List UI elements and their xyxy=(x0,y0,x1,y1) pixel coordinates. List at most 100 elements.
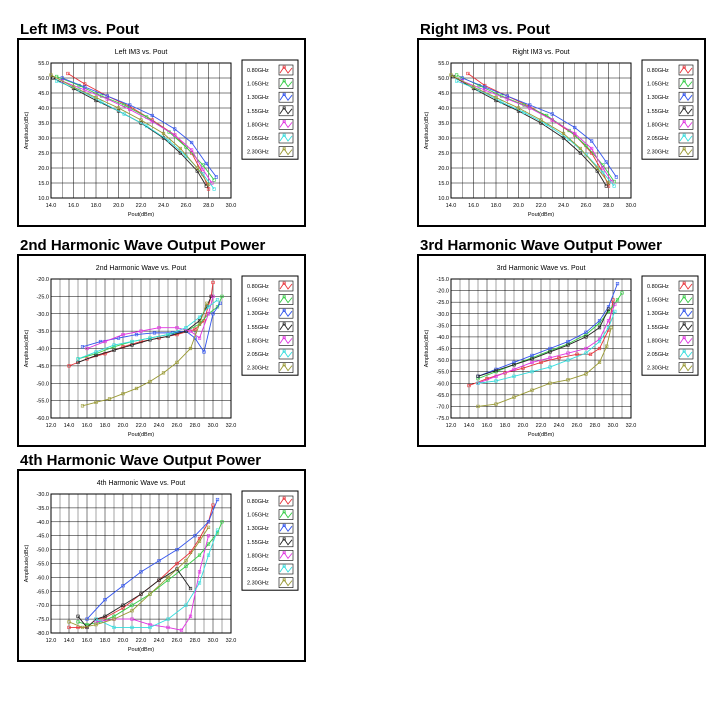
y-tick-label: 40.0 xyxy=(438,106,449,112)
data-point xyxy=(512,395,516,399)
y-tick-label: 10.0 xyxy=(438,196,449,202)
data-point xyxy=(584,152,588,157)
y-tick-label: 55.0 xyxy=(438,61,449,67)
data-point xyxy=(205,301,209,305)
y-tick-label: 35.0 xyxy=(38,121,49,127)
data-point xyxy=(190,140,194,145)
y-tick-label: 30.0 xyxy=(438,136,449,142)
chart-panel-4th-harmonic: 4th Harmonic Wave vs. Pout 12.0 14.0 16.0 18… xyxy=(17,469,306,662)
data-point xyxy=(615,298,620,302)
data-point xyxy=(512,367,516,371)
x-tick-label: 26.0 xyxy=(581,203,592,209)
data-point xyxy=(67,364,71,368)
legend-swatch-line xyxy=(679,134,693,142)
data-point xyxy=(121,603,125,607)
chart-svg: Right IM3 vs. Pout 14.0 16.0 18.0 20.0 22.0 24… xyxy=(424,49,699,218)
data-point xyxy=(116,106,121,110)
data-point xyxy=(76,357,80,361)
data-point xyxy=(512,374,516,378)
legend-label: 1.05GHz xyxy=(247,513,269,519)
x-tick-label: 32.0 xyxy=(226,423,237,429)
chart-panel-left-im3: Left IM3 vs. Pout 14.0 16.0 18.0 20.0 22.0 24.… xyxy=(17,38,306,227)
data-point xyxy=(210,181,214,185)
series-line-1.55GHz xyxy=(477,308,609,377)
data-point xyxy=(175,567,179,571)
data-point xyxy=(188,586,193,591)
data-point xyxy=(566,358,570,362)
data-point xyxy=(139,329,143,333)
legend-swatch-line xyxy=(279,497,293,505)
x-tick-label: 32.0 xyxy=(626,423,637,429)
x-tick-label: 16.0 xyxy=(82,423,93,429)
legend-label: 1.55GHz xyxy=(247,109,269,115)
data-point xyxy=(201,167,205,172)
series-line-1.80GHz xyxy=(62,80,213,184)
data-point xyxy=(161,131,166,136)
y-tick-label: -55.0 xyxy=(36,399,49,405)
y-tick-label: -25.0 xyxy=(436,300,449,306)
data-point xyxy=(566,378,570,382)
y-tick-label: -20.0 xyxy=(436,289,449,295)
data-point xyxy=(122,103,126,107)
data-point xyxy=(613,302,617,307)
x-tick-label: 26.0 xyxy=(181,203,192,209)
data-point xyxy=(505,97,509,101)
x-tick-label: 14.0 xyxy=(46,203,57,209)
chart-title: 2nd Harmonic Wave vs. Pout xyxy=(96,265,186,272)
legend-swatch-marker xyxy=(282,496,286,500)
x-axis-label: Pout(dBm) xyxy=(128,212,154,218)
legend-swatch-marker xyxy=(682,120,686,124)
series-line-2.05GHz xyxy=(95,529,218,628)
legend-swatch-line xyxy=(679,147,693,156)
legend-label: 1.55GHz xyxy=(247,325,269,331)
data-point xyxy=(184,145,188,149)
y-axis-label: Amplitude(dBc) xyxy=(24,545,30,583)
legend-swatch-line xyxy=(279,510,293,519)
data-point xyxy=(139,570,143,574)
series-line-2.05GHz xyxy=(477,311,616,384)
data-point xyxy=(188,346,193,351)
y-tick-label: -45.0 xyxy=(36,534,49,540)
x-tick-label: 26.0 xyxy=(172,638,183,644)
data-point xyxy=(161,371,166,375)
data-point xyxy=(201,163,205,167)
y-tick-label: 45.0 xyxy=(438,91,449,97)
legend-swatch-marker xyxy=(682,147,686,151)
legend-swatch-marker xyxy=(282,120,286,124)
y-tick-label: -45.0 xyxy=(436,347,449,353)
legend-swatch-marker xyxy=(282,106,286,110)
y-tick-label: 35.0 xyxy=(438,121,449,127)
series-line-2.30GHz xyxy=(450,74,609,184)
chart-panel-3rd-harmonic: 3rd Harmonic Wave vs. Pout 12.0 14.0 16.0 18… xyxy=(417,254,706,447)
data-point xyxy=(105,97,109,101)
data-point xyxy=(584,335,588,339)
data-point xyxy=(206,305,211,309)
legend-swatch-marker xyxy=(282,363,286,367)
data-point xyxy=(112,617,116,621)
legend-label: 1.30GHz xyxy=(247,95,269,101)
data-point xyxy=(76,360,80,364)
legend-swatch-line xyxy=(679,363,693,372)
legend-swatch-marker xyxy=(282,551,286,555)
data-point xyxy=(476,374,480,378)
y-tick-label: -70.0 xyxy=(436,404,449,410)
x-tick-label: 16.0 xyxy=(68,203,79,209)
data-point xyxy=(206,553,211,557)
legend-label: 2.05GHz xyxy=(247,136,269,142)
legend-label: 0.80GHz xyxy=(647,284,669,290)
x-tick-label: 22.0 xyxy=(136,203,147,209)
series-line-2.30GHz xyxy=(50,74,209,185)
data-point xyxy=(175,326,179,330)
x-tick-label: 20.0 xyxy=(118,423,129,429)
data-point xyxy=(606,319,611,323)
data-point xyxy=(178,151,182,155)
data-point xyxy=(530,357,534,361)
legend-swatch-marker xyxy=(282,578,286,582)
legend-label: 2.30GHz xyxy=(247,581,269,587)
data-point xyxy=(85,357,89,361)
y-tick-label: -60.0 xyxy=(36,416,49,422)
legend-label: 1.55GHz xyxy=(247,540,269,546)
x-tick-label: 18.0 xyxy=(91,203,102,209)
data-point xyxy=(584,143,588,148)
data-point xyxy=(112,625,116,630)
